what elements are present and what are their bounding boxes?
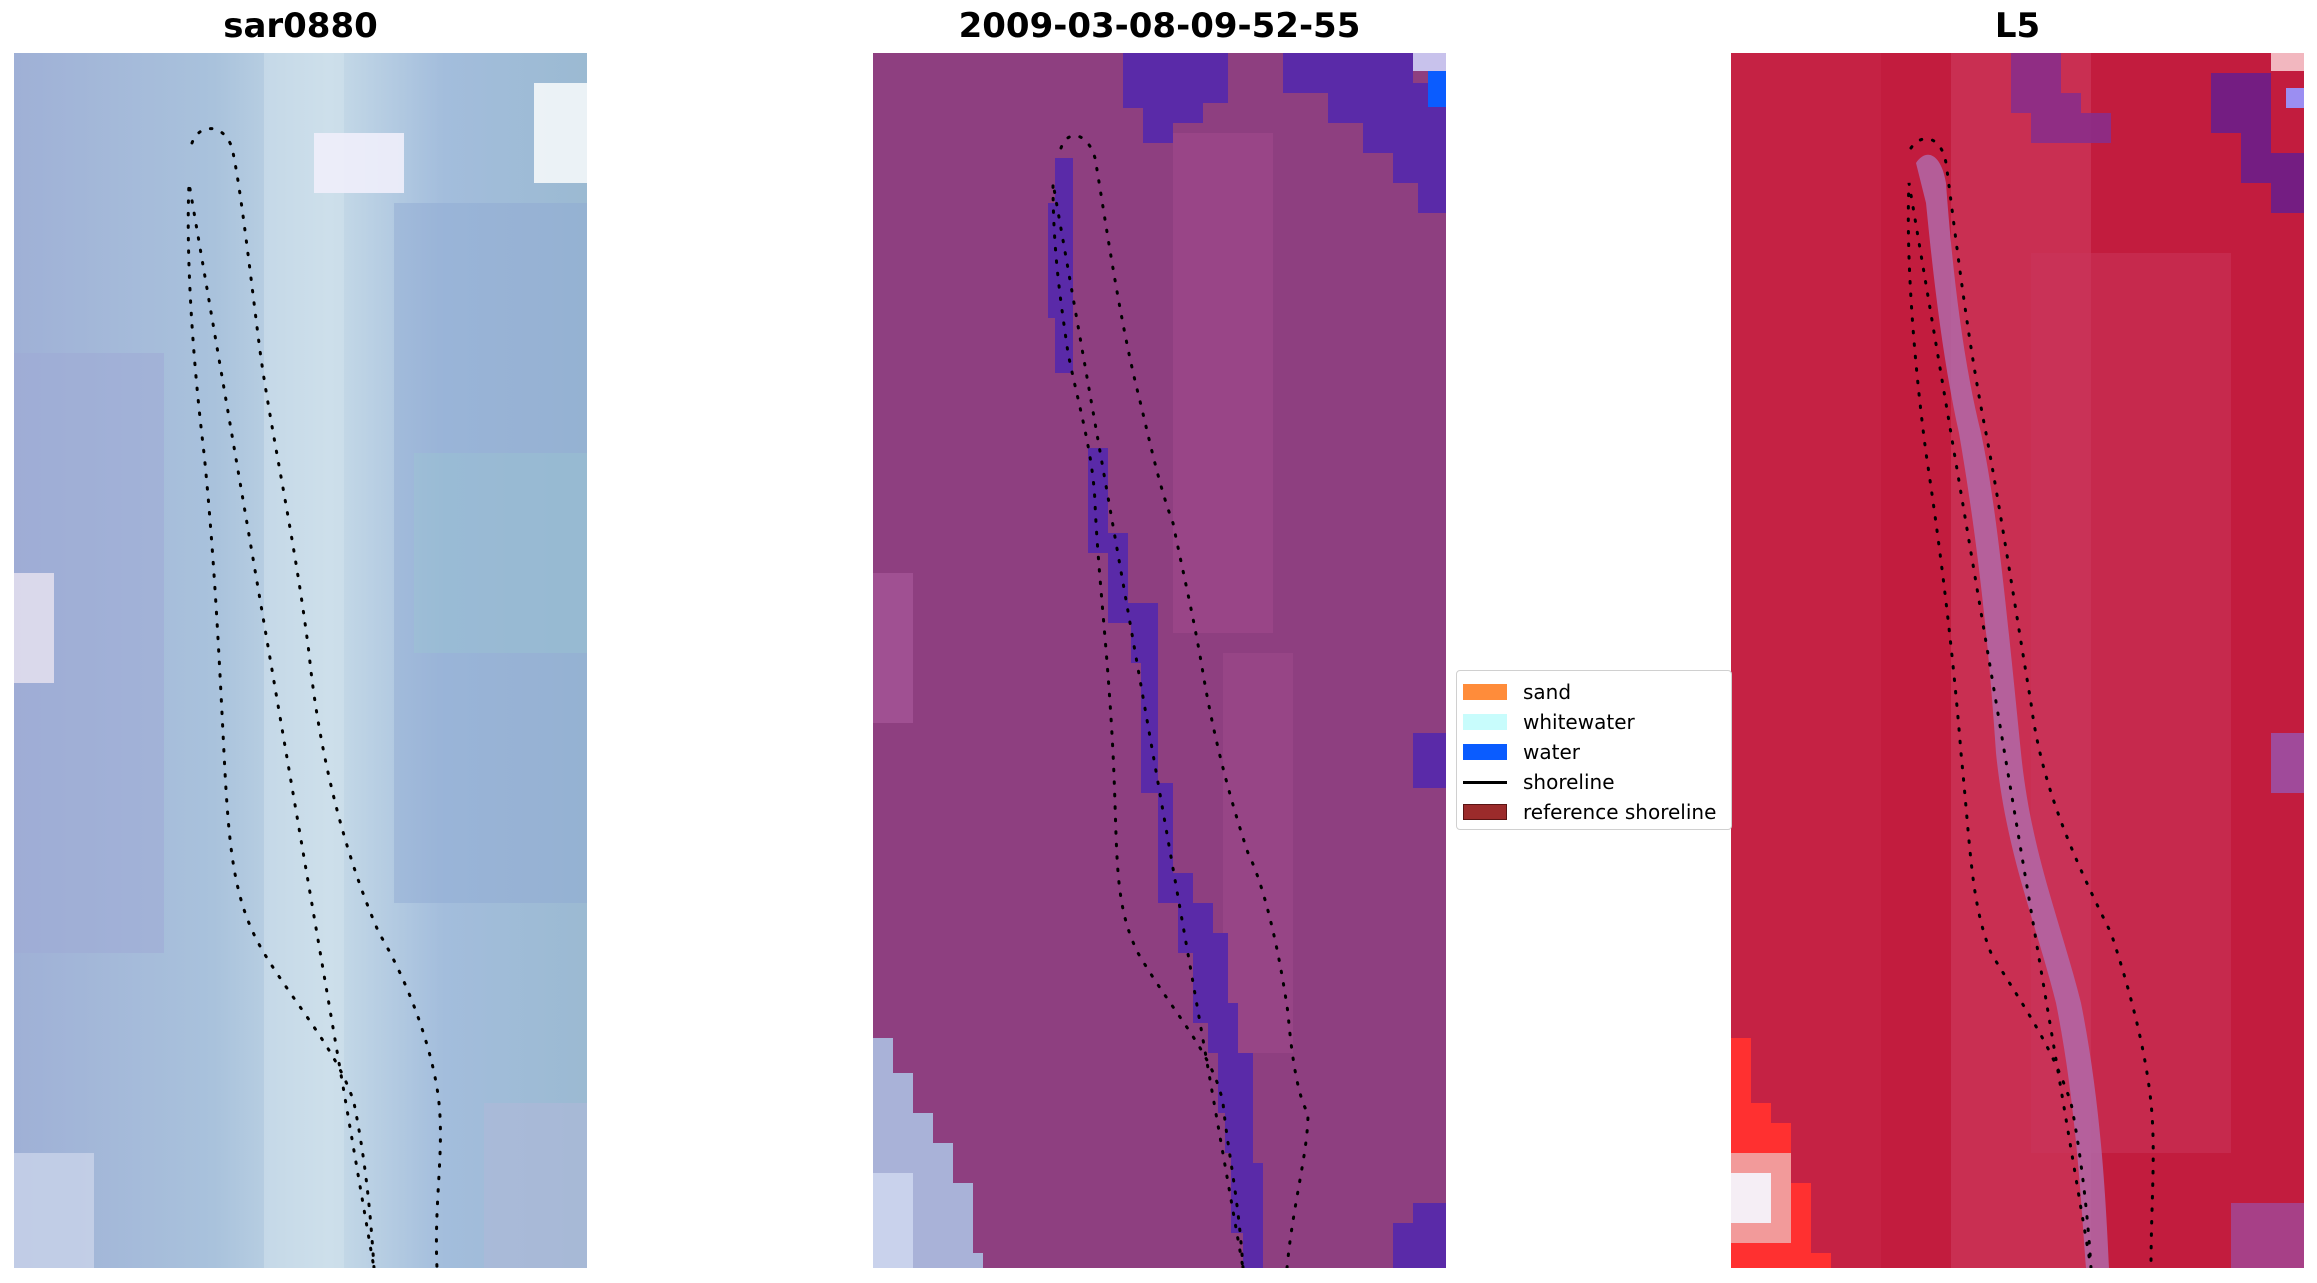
shoreline-dotted <box>1051 134 1310 1268</box>
legend-label-water: water <box>1523 740 1580 764</box>
legend: sand whitewater water shoreline referenc… <box>1456 670 1732 830</box>
shoreline-dotted <box>1906 137 2155 1268</box>
sar-image-panel <box>14 53 587 1268</box>
legend-label-sand: sand <box>1523 680 1572 704</box>
legend-item-shoreline: shoreline <box>1457 767 1727 794</box>
shoreline-dotted <box>186 127 442 1268</box>
legend-item-reference-shoreline: reference shoreline <box>1457 797 1727 824</box>
legend-item-sand: sand <box>1457 677 1727 704</box>
panel-title-l5: L5 <box>1994 6 2041 46</box>
legend-swatch-water <box>1463 744 1507 760</box>
legend-item-water: water <box>1457 737 1727 764</box>
classified-image <box>873 53 1446 1268</box>
panel-title-sar: sar0880 <box>223 6 378 46</box>
panel-title-date: 2009-03-08-09-52-55 <box>958 6 1361 46</box>
legend-swatch-reference-shoreline <box>1463 804 1507 820</box>
classified-image-panel <box>873 53 1446 1268</box>
legend-label-reference-shoreline: reference shoreline <box>1523 800 1717 824</box>
sar-image <box>14 53 587 1268</box>
legend-swatch-whitewater <box>1463 714 1507 730</box>
legend-line-shoreline <box>1463 781 1507 784</box>
l5-image <box>1731 53 2304 1268</box>
legend-label-whitewater: whitewater <box>1523 710 1635 734</box>
legend-label-shoreline: shoreline <box>1523 770 1615 794</box>
legend-swatch-sand <box>1463 684 1507 700</box>
legend-item-whitewater: whitewater <box>1457 707 1727 734</box>
l5-image-panel <box>1731 53 2304 1268</box>
